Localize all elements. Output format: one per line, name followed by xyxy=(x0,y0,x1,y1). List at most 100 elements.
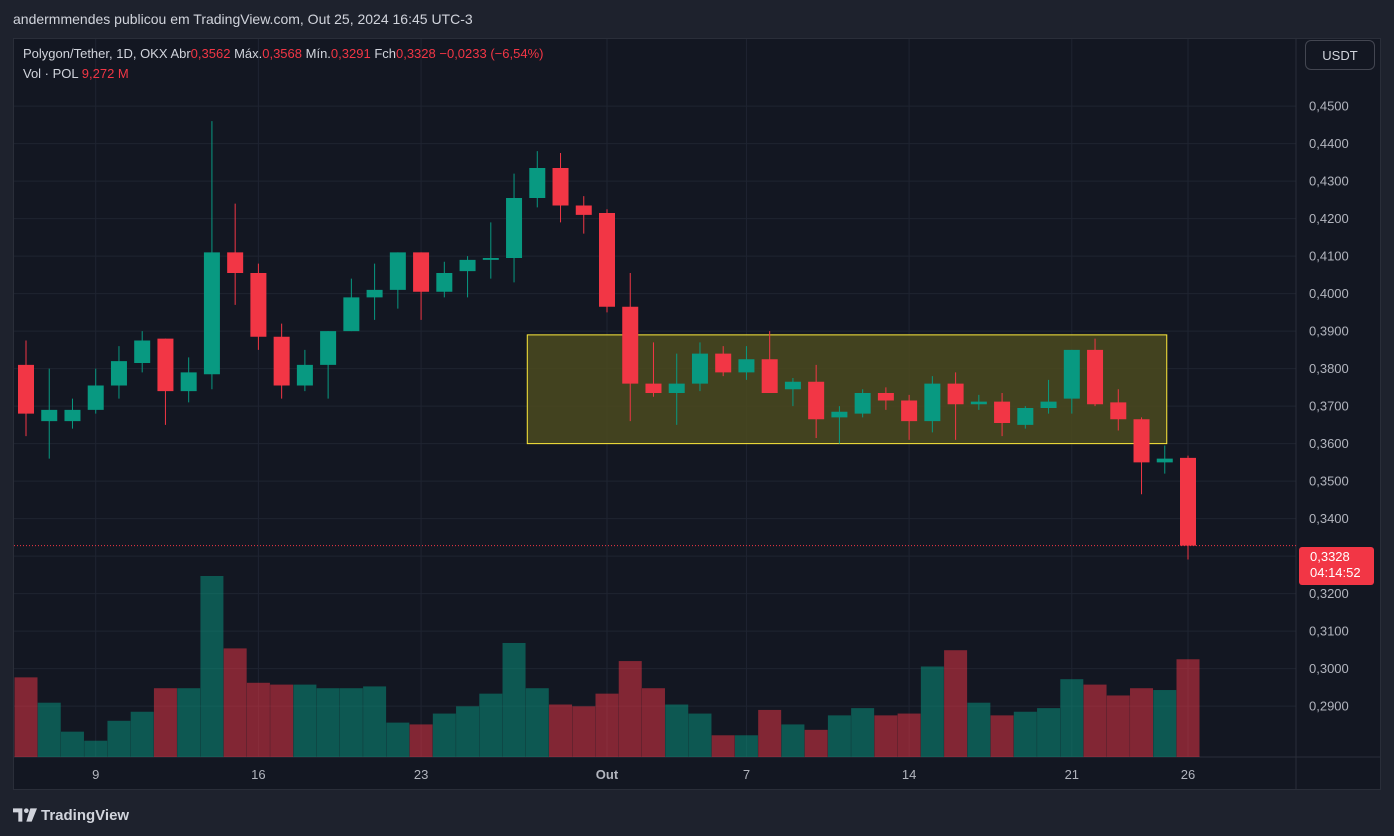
candle-body xyxy=(947,383,964,405)
y-tick-label: 0,4500 xyxy=(1309,99,1349,114)
last-price-value: 0,3328 xyxy=(1310,549,1350,564)
candle-body xyxy=(622,306,639,384)
candle-body xyxy=(343,297,360,332)
candle-body xyxy=(436,273,453,292)
legend-volume-value: 9,272 M xyxy=(81,66,129,81)
legend-high-value: 0,3568 xyxy=(262,46,302,61)
volume-bar xyxy=(734,735,758,757)
candle-body xyxy=(924,383,941,422)
candle-body xyxy=(552,168,569,206)
x-tick-label: Out xyxy=(596,767,619,782)
volume-bar xyxy=(223,648,247,757)
x-tick-label: 21 xyxy=(1065,767,1079,782)
candle-body xyxy=(599,213,615,307)
volume-bar xyxy=(572,706,596,757)
candle-body xyxy=(157,338,174,392)
candle-body xyxy=(1017,408,1034,425)
volume-bar xyxy=(246,682,270,757)
legend-open-label: Abr xyxy=(170,46,191,61)
footer-branding[interactable]: TradingView xyxy=(13,804,129,826)
volume-bar xyxy=(897,713,921,757)
candle-body xyxy=(389,252,406,290)
legend-open-value: 0,3562 xyxy=(190,46,231,61)
x-tick-label: 7 xyxy=(743,767,750,782)
volume-bar xyxy=(1060,679,1084,757)
volume-bar xyxy=(1037,708,1061,757)
volume-bar xyxy=(665,704,689,757)
y-tick-label: 0,3900 xyxy=(1309,324,1349,339)
y-tick-label: 0,3200 xyxy=(1309,586,1349,601)
candle-body xyxy=(668,383,685,393)
top-bar: andermmendes publicou em TradingView.com… xyxy=(0,0,1394,38)
candle-body xyxy=(877,393,894,401)
tradingview-logo-icon xyxy=(13,808,37,822)
volume-bar xyxy=(1013,711,1037,757)
candle-body xyxy=(1156,458,1173,463)
candle-countdown: 04:14:52 xyxy=(1310,565,1361,580)
volume-bar xyxy=(316,688,340,757)
y-tick-label: 0,3700 xyxy=(1309,399,1349,414)
legend-change-value: −0,0233 (−6,54%) xyxy=(439,46,544,61)
candle-body xyxy=(691,353,708,384)
candle-body xyxy=(1133,419,1150,463)
volume-bar xyxy=(386,722,410,757)
volume-bar xyxy=(525,688,549,757)
candle-body xyxy=(227,252,244,273)
volume-bar xyxy=(1153,690,1177,757)
candle-body xyxy=(529,168,546,198)
legend-high-label: Máx. xyxy=(234,46,263,61)
y-tick-label: 0,3800 xyxy=(1309,361,1349,376)
candle-body xyxy=(134,340,151,363)
candle-body xyxy=(970,401,987,405)
volume-bar xyxy=(641,688,665,757)
candle-body xyxy=(64,409,81,422)
candle-body xyxy=(901,400,918,422)
candle-body xyxy=(1180,457,1196,546)
publisher-line: andermmendes publicou em TradingView.com… xyxy=(13,11,473,27)
candle-body xyxy=(831,411,848,418)
candle-body xyxy=(715,353,732,373)
volume-bar xyxy=(293,684,317,757)
volume-bar xyxy=(1083,684,1107,757)
candle-body xyxy=(645,383,662,393)
volume-bar xyxy=(1130,688,1154,757)
candle-body xyxy=(808,381,825,420)
candle-body xyxy=(784,381,801,390)
y-tick-label: 0,4100 xyxy=(1309,249,1349,264)
currency-button[interactable]: USDT xyxy=(1305,40,1375,70)
y-tick-label: 0,3100 xyxy=(1309,624,1349,639)
y-tick-label: 0,4300 xyxy=(1309,174,1349,189)
volume-bar xyxy=(60,731,84,757)
candle-body xyxy=(1110,402,1127,420)
volume-bar xyxy=(177,688,201,757)
candle-body xyxy=(575,205,592,215)
volume-bar xyxy=(827,715,851,757)
y-tick-label: 0,3500 xyxy=(1309,474,1349,489)
y-tick-label: 0,4400 xyxy=(1309,136,1349,151)
legend-price-row: Polygon/Tether, 1D, OKX Abr0,3562 Máx.0,… xyxy=(23,46,543,66)
volume-bar xyxy=(874,715,898,757)
volume-bar xyxy=(990,715,1014,757)
volume-bar xyxy=(270,684,294,757)
candle-body xyxy=(413,252,430,292)
volume-bar xyxy=(153,688,177,757)
y-tick-label: 0,4200 xyxy=(1309,211,1349,226)
volume-bar xyxy=(14,677,38,757)
y-tick-label: 0,3600 xyxy=(1309,436,1349,451)
candle-body xyxy=(1063,349,1080,399)
candle-body xyxy=(87,385,104,410)
candle-body xyxy=(366,289,383,298)
tradingview-brand: TradingView xyxy=(41,806,130,824)
legend-symbol: Polygon/Tether, 1D, OKX xyxy=(23,46,168,61)
volume-bar xyxy=(1106,695,1130,757)
legend-volume-label: Vol · POL xyxy=(23,66,79,81)
volume-bar xyxy=(1176,659,1200,757)
x-tick-label: 26 xyxy=(1181,767,1195,782)
y-tick-label: 0,4000 xyxy=(1309,286,1349,301)
volume-bar xyxy=(944,650,968,757)
legend-close-label: Fch xyxy=(374,46,396,61)
volume-bar xyxy=(107,720,131,757)
volume-bar xyxy=(711,735,735,757)
candle-body xyxy=(203,252,220,375)
